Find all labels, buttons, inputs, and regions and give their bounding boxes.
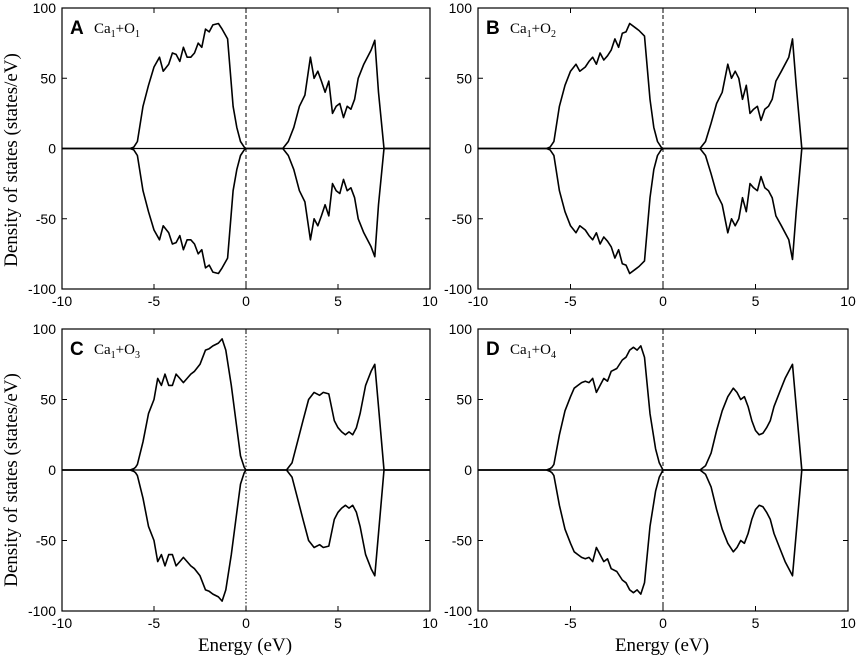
y-tick-label: 100 xyxy=(449,0,473,16)
x-tick-label: -5 xyxy=(148,293,161,309)
x-tick-label: 10 xyxy=(840,615,856,631)
spin-down-curve xyxy=(62,147,430,275)
y-tick-label: -100 xyxy=(444,281,472,297)
x-axis-title: Energy (eV) xyxy=(198,635,292,656)
panel-formula: Ca1+O3 xyxy=(94,342,140,361)
x-tick-label: 10 xyxy=(840,293,856,309)
x-tick-label: 10 xyxy=(422,293,438,309)
y-tick-label: 100 xyxy=(33,0,57,16)
y-axis-title: Density of states (states/eV) xyxy=(1,53,22,267)
formula-text: +O xyxy=(116,21,135,37)
spin-down-curve xyxy=(478,469,848,595)
x-tick-label: 5 xyxy=(752,293,760,309)
y-tick-label: -50 xyxy=(452,533,472,549)
spin-up-curve xyxy=(478,22,848,150)
panel-formula: Ca1+O1 xyxy=(94,21,140,40)
panel-letter: B xyxy=(486,18,500,39)
formula-subscript: 2 xyxy=(551,29,556,40)
spin-up-curve xyxy=(62,338,430,471)
y-tick-label: 50 xyxy=(456,392,472,408)
x-tick-label: 0 xyxy=(659,615,667,631)
panel-letter: C xyxy=(70,339,84,360)
y-tick-label: -100 xyxy=(444,603,472,619)
formula-subscript: 4 xyxy=(551,350,556,361)
spin-up-curve xyxy=(478,345,848,471)
panel-formula: Ca1+O4 xyxy=(510,342,556,361)
x-tick-label: 5 xyxy=(752,615,760,631)
y-tick-label: 50 xyxy=(40,70,56,86)
y-axis-title: Density of states (states/eV) xyxy=(1,373,22,587)
spin-down-curve xyxy=(62,469,430,602)
formula-subscript: 1 xyxy=(527,350,532,361)
formula-text: +O xyxy=(116,342,135,358)
y-tick-label: 50 xyxy=(40,392,56,408)
x-tick-label: -10 xyxy=(52,615,72,631)
spin-down-curve xyxy=(478,147,848,275)
formula-text: Ca xyxy=(94,342,111,358)
x-tick-label: -5 xyxy=(564,293,577,309)
x-tick-label: 0 xyxy=(242,293,250,309)
y-tick-label: -100 xyxy=(28,281,56,297)
y-tick-label: 50 xyxy=(456,70,472,86)
y-tick-label: -50 xyxy=(36,211,56,227)
formula-subscript: 3 xyxy=(135,350,140,361)
x-tick-label: 0 xyxy=(242,615,250,631)
y-tick-label: 100 xyxy=(449,321,473,337)
x-tick-label: -5 xyxy=(148,615,161,631)
formula-text: +O xyxy=(532,21,551,37)
x-tick-label: -10 xyxy=(468,293,488,309)
x-tick-label: -10 xyxy=(52,293,72,309)
panel-letter: A xyxy=(70,18,84,39)
x-tick-label: -5 xyxy=(564,615,577,631)
spin-up-curve xyxy=(62,22,430,150)
formula-subscript: 1 xyxy=(135,29,140,40)
formula-text: +O xyxy=(532,342,551,358)
formula-text: Ca xyxy=(510,21,527,37)
x-tick-label: 5 xyxy=(334,293,342,309)
y-tick-label: 100 xyxy=(33,321,57,337)
formula-subscript: 1 xyxy=(111,29,116,40)
x-tick-label: 5 xyxy=(334,615,342,631)
y-tick-label: 0 xyxy=(48,462,56,478)
panel-letter: D xyxy=(486,339,500,360)
x-axis-title: Energy (eV) xyxy=(615,635,709,656)
panel-formula: Ca1+O2 xyxy=(510,21,556,40)
formula-subscript: 1 xyxy=(527,29,532,40)
y-tick-label: 0 xyxy=(48,141,56,157)
x-tick-label: 10 xyxy=(422,615,438,631)
formula-subscript: 1 xyxy=(111,350,116,361)
formula-text: Ca xyxy=(510,342,527,358)
y-tick-label: -50 xyxy=(452,211,472,227)
y-tick-label: 0 xyxy=(464,462,472,478)
formula-text: Ca xyxy=(94,21,111,37)
y-tick-label: -100 xyxy=(28,603,56,619)
y-tick-label: -50 xyxy=(36,533,56,549)
x-tick-label: -10 xyxy=(468,615,488,631)
y-tick-label: 0 xyxy=(464,141,472,157)
x-tick-label: 0 xyxy=(659,293,667,309)
